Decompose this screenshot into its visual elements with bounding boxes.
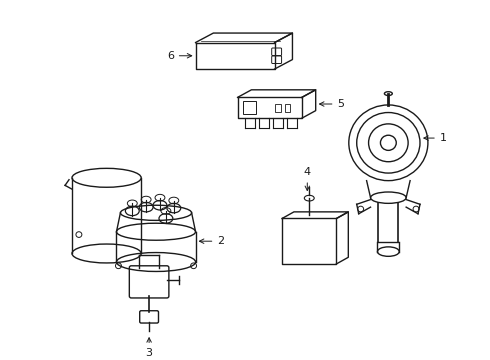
Bar: [275, 104, 281, 112]
Bar: [243, 101, 256, 114]
Text: 2: 2: [199, 236, 224, 246]
Text: 4: 4: [304, 167, 311, 190]
Bar: [285, 104, 291, 112]
Text: 3: 3: [146, 338, 152, 358]
Text: 5: 5: [319, 99, 344, 109]
Text: 6: 6: [167, 51, 192, 61]
Text: 1: 1: [424, 133, 447, 143]
